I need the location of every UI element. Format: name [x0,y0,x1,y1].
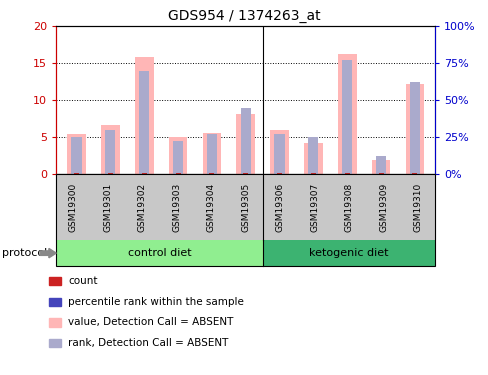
Bar [378,173,383,174]
Text: protocol: protocol [2,248,48,258]
Text: GSM19308: GSM19308 [344,183,353,232]
Bar [375,156,386,174]
Text: value, Detection Call = ABSENT: value, Detection Call = ABSENT [68,318,233,327]
Text: control diet: control diet [127,248,191,258]
Bar [337,54,356,174]
Text: GSM19310: GSM19310 [413,183,422,232]
Text: GSM19304: GSM19304 [206,183,215,232]
Text: count: count [68,276,98,286]
Text: ketogenic diet: ketogenic diet [309,248,388,258]
Text: GSM19303: GSM19303 [172,183,181,232]
Bar [101,125,120,174]
Text: GSM19309: GSM19309 [378,183,387,232]
Text: rank, Detection Call = ABSENT: rank, Detection Call = ABSENT [68,338,228,348]
Bar [175,173,180,174]
Bar [168,137,187,174]
Bar [206,134,217,174]
Bar [274,134,284,174]
Bar [308,137,318,174]
Bar [135,57,153,174]
Bar [209,173,214,174]
Bar [142,173,146,174]
Bar [71,137,81,174]
Bar [277,173,282,174]
Bar [371,160,389,174]
Text: GSM19307: GSM19307 [309,183,319,232]
Bar [411,172,417,174]
Bar [270,130,288,174]
Bar [342,60,351,174]
Bar [108,173,113,174]
Bar [240,108,250,174]
Bar [304,142,322,174]
Bar [105,130,115,174]
Bar [202,133,221,174]
Text: GDS954 / 1374263_at: GDS954 / 1374263_at [168,9,320,23]
Bar [409,82,419,174]
Text: GSM19305: GSM19305 [241,183,250,232]
Bar [243,172,248,174]
Bar [405,84,424,174]
Bar [74,172,79,174]
Text: GSM19301: GSM19301 [103,183,112,232]
Bar [173,141,183,174]
Text: percentile rank within the sample: percentile rank within the sample [68,297,244,307]
Bar [310,173,315,174]
Bar [67,134,86,174]
Bar [344,173,349,174]
Text: GSM19300: GSM19300 [69,183,78,232]
Bar [236,114,255,174]
Text: GSM19302: GSM19302 [138,183,146,232]
Text: GSM19306: GSM19306 [275,183,284,232]
Bar [139,70,149,174]
